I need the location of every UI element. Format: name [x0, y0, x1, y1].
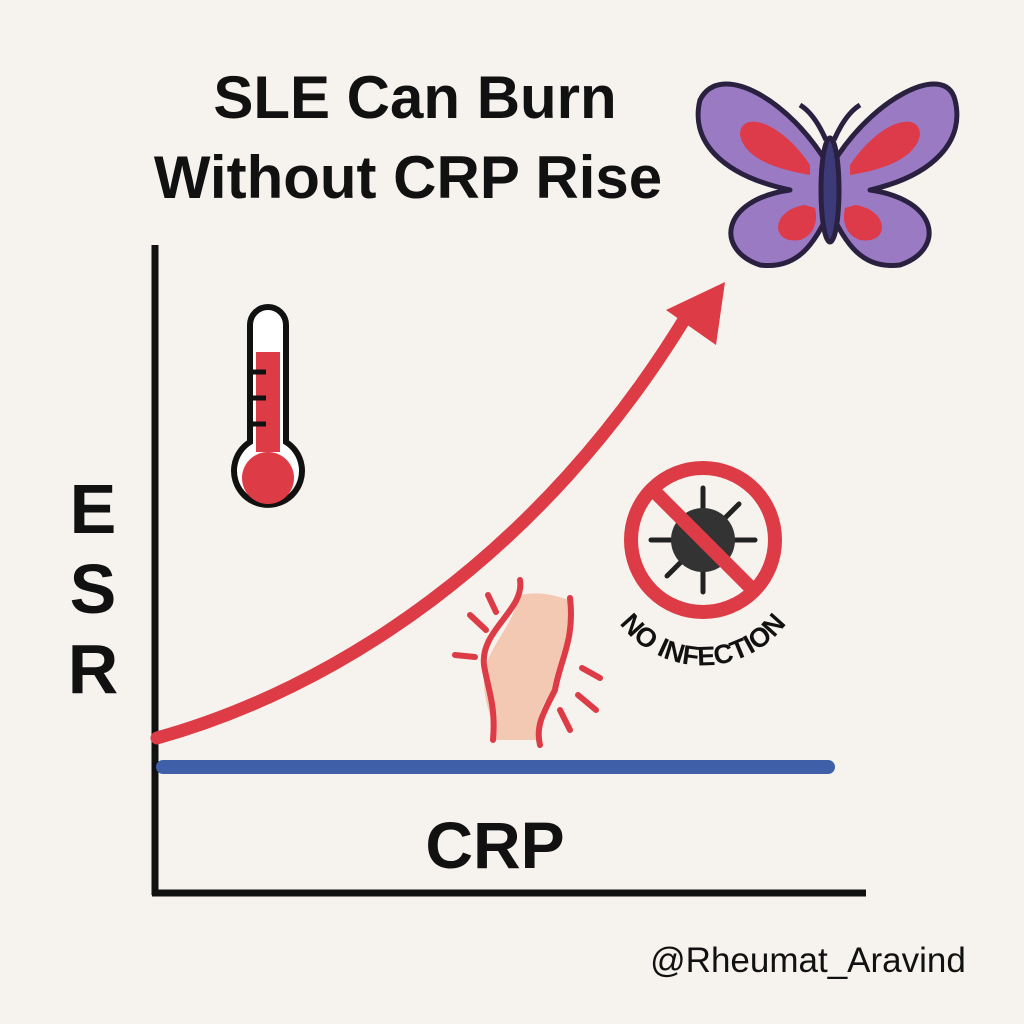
thermometer-icon — [231, 304, 305, 508]
y-axis-label: ESR — [54, 470, 132, 710]
knee-icon — [452, 577, 603, 748]
title-line: Without CRP Rise — [154, 144, 662, 211]
butterfly-icon — [695, 81, 960, 269]
x-axis-label: CRP — [425, 808, 564, 882]
author-handle: @Rheumat_Aravind — [650, 941, 966, 980]
title-line: SLE Can Burn — [213, 64, 616, 131]
arrow-head — [666, 282, 725, 345]
esr-curve — [150, 303, 697, 745]
